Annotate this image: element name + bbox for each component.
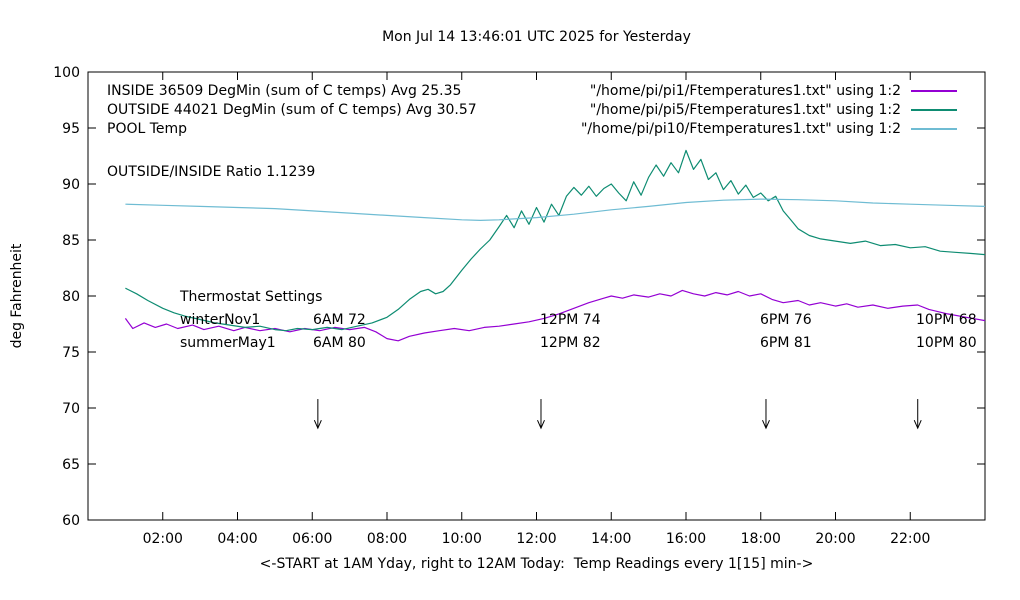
y-tick-label: 60 — [62, 513, 80, 529]
thermostat-winter-12pm: 12PM 74 — [540, 312, 601, 328]
x-axis-label: <-START at 1AM Yday, right to 12AM Today… — [259, 556, 814, 572]
thermostat-winter-6pm: 6PM 76 — [760, 312, 812, 328]
x-tick-label: 04:00 — [217, 531, 257, 547]
y-tick-label: 80 — [62, 289, 80, 305]
arrow-head — [313, 419, 322, 430]
arrow-head — [537, 419, 545, 430]
thermostat-winter-10pm: 10PM 68 — [916, 312, 977, 328]
series-pool-line — [125, 198, 986, 221]
thermostat-winter-name: winterNov1 — [180, 312, 261, 328]
inside-source-path: "/home/pi/pi1/Ftemperatures1.txt" using … — [589, 83, 901, 99]
y-tick-label: 90 — [62, 177, 80, 193]
thermostat-summer-12pm: 12PM 82 — [540, 335, 601, 351]
x-tick-label: 14:00 — [591, 531, 631, 547]
y-tick-label: 65 — [62, 457, 80, 473]
x-tick-label: 12:00 — [516, 531, 556, 547]
pool-line-sample — [911, 128, 957, 130]
thermostat-summer-6pm: 6PM 81 — [760, 335, 812, 351]
series-outside-line — [125, 149, 986, 332]
thermostat-winter-6am: 6AM 72 — [313, 312, 366, 328]
legend-pool-source: "/home/pi/pi10/Ftemperatures1.txt" using… — [581, 121, 957, 137]
y-axis-label: deg Fahrenheit — [9, 243, 25, 349]
arrow-head — [913, 419, 922, 430]
y-tick-label: 75 — [62, 345, 80, 361]
x-tick-label: 22:00 — [890, 531, 930, 547]
pool-source-path: "/home/pi/pi10/Ftemperatures1.txt" using… — [580, 121, 901, 137]
inside-line-sample — [911, 90, 957, 92]
outside-inside-ratio: OUTSIDE/INSIDE Ratio 1.1239 — [107, 164, 316, 180]
x-tick-label: 10:00 — [442, 531, 482, 547]
outside-line-sample — [911, 109, 957, 111]
x-tick-label: 18:00 — [741, 531, 781, 547]
y-tick-label: 95 — [62, 121, 80, 137]
x-tick-label: 08:00 — [367, 531, 407, 547]
y-tick-label: 85 — [62, 233, 80, 249]
thermostat-summer-name: summerMay1 — [180, 335, 276, 351]
legend-pool-label: POOL Temp — [107, 121, 188, 137]
legend-outside-source: "/home/pi/pi5/Ftemperatures1.txt" using … — [590, 102, 957, 118]
series-inside-line — [124, 289, 986, 342]
chart-title: Mon Jul 14 13:46:01 UTC 2025 for Yesterd… — [382, 29, 691, 45]
x-tick-label: 16:00 — [666, 531, 706, 547]
legend-outside-label: OUTSIDE 44021 DegMin (sum of C temps) Av… — [107, 102, 477, 118]
thermostat-summer-6am: 6AM 80 — [313, 335, 366, 351]
y-tick-label: 70 — [62, 401, 80, 417]
arrow-head — [762, 419, 770, 430]
outside-source-path: "/home/pi/pi5/Ftemperatures1.txt" using … — [589, 102, 901, 118]
y-tick-label: 100 — [53, 65, 80, 81]
thermostat-settings-title: Thermostat Settings — [180, 289, 323, 305]
x-tick-label: 02:00 — [143, 531, 183, 547]
legend-inside-source: "/home/pi/pi1/Ftemperatures1.txt" using … — [590, 83, 957, 99]
legend-inside-label: INSIDE 36509 DegMin (sum of C temps) Avg… — [107, 83, 462, 99]
thermostat-summer-10pm: 10PM 80 — [916, 335, 977, 351]
x-tick-label: 20:00 — [815, 531, 855, 547]
x-tick-label: 06:00 — [292, 531, 332, 547]
